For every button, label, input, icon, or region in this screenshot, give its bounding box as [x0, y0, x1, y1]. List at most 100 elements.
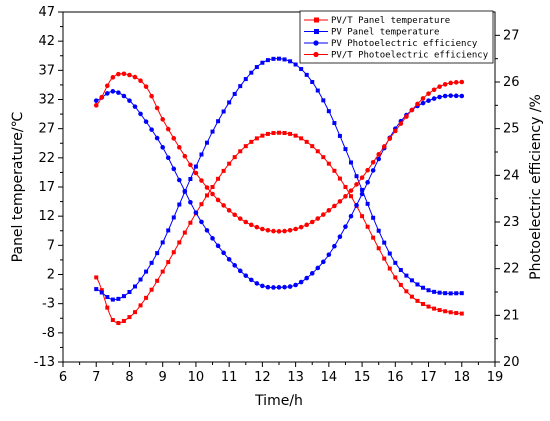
x-tick-label: 10: [188, 370, 205, 385]
data-point: [182, 188, 188, 194]
data-point: [127, 290, 132, 294]
data-point: [99, 94, 105, 100]
data-point: [110, 75, 116, 80]
data-point: [149, 287, 154, 292]
data-point: [260, 226, 265, 232]
data-point: [293, 282, 298, 288]
data-point: [448, 291, 453, 296]
data-point: [171, 136, 177, 141]
data-point: [93, 103, 99, 108]
data-point: [94, 275, 99, 280]
data-point: [310, 80, 315, 84]
data-point: [360, 214, 365, 219]
data-point: [166, 228, 171, 233]
data-point: [121, 93, 127, 99]
left-y-axis-title: Panel temperature/℃: [10, 112, 26, 263]
data-point: [431, 96, 437, 101]
left-y-tick-label: 42: [38, 34, 55, 49]
data-point: [99, 290, 104, 295]
data-point: [348, 188, 354, 193]
data-point: [459, 311, 464, 316]
data-point: [232, 212, 237, 218]
data-point: [415, 282, 420, 287]
data-point: [182, 153, 188, 159]
data-point: [432, 289, 437, 294]
data-point: [304, 72, 309, 77]
data-point: [160, 240, 165, 245]
data-point: [227, 161, 232, 166]
data-point: [426, 288, 431, 293]
data-point: [288, 59, 293, 64]
data-point: [127, 315, 132, 320]
x-tick-label: 19: [487, 370, 504, 385]
data-point: [271, 285, 276, 290]
data-point: [188, 199, 193, 205]
data-point: [149, 260, 154, 265]
data-point: [215, 197, 221, 203]
data-point: [337, 176, 342, 181]
data-point: [121, 294, 126, 299]
data-point: [393, 128, 398, 134]
data-point: [326, 252, 332, 257]
data-point: [321, 212, 326, 217]
legend-marker: [313, 51, 319, 58]
data-point: [459, 93, 465, 99]
right-y-axis-title: Photoelectric efficiency /%: [528, 94, 544, 280]
data-point: [204, 185, 210, 190]
data-point: [121, 71, 127, 77]
data-point: [205, 140, 209, 145]
data-point: [448, 93, 453, 98]
data-point: [254, 136, 259, 141]
x-tick-label: 18: [453, 370, 470, 385]
data-point: [260, 283, 265, 289]
data-point: [349, 160, 353, 165]
plot-area-border: [62, 11, 496, 363]
data-point: [238, 84, 243, 89]
left-y-tick-label: -8: [42, 326, 55, 341]
data-point: [204, 228, 210, 233]
data-point: [382, 256, 387, 261]
x-tick-label: 9: [159, 370, 167, 385]
data-point: [243, 219, 249, 225]
data-point: [116, 71, 121, 77]
data-point: [105, 305, 110, 310]
x-tick-label: 16: [387, 370, 404, 385]
data-point: [443, 291, 448, 296]
data-point: [216, 119, 221, 124]
right-y-axis-ticks: 20 21 22 23 24 25 26 27: [495, 28, 520, 370]
data-point: [287, 284, 293, 289]
left-y-tick-label: 2: [47, 268, 55, 283]
data-point: [437, 94, 442, 100]
data-point: [138, 277, 143, 282]
data-point: [326, 208, 332, 213]
x-tick-label: 17: [420, 370, 437, 385]
data-point: [265, 131, 270, 136]
data-point: [321, 259, 326, 265]
data-point: [110, 297, 115, 302]
x-axis-title: Time/h: [254, 393, 303, 409]
data-point: [249, 139, 254, 144]
left-y-tick-label: -3: [42, 297, 55, 312]
data-point: [387, 136, 393, 141]
data-point: [426, 98, 431, 103]
data-point: [249, 277, 254, 283]
data-point: [332, 243, 337, 249]
data-point: [110, 89, 116, 94]
legend: PV/T Panel temperature PV Panel temperatu…: [299, 10, 494, 64]
data-point: [398, 121, 404, 126]
data-point: [260, 60, 265, 65]
data-point: [315, 149, 320, 154]
data-point: [304, 139, 309, 144]
data-point: [387, 251, 392, 256]
data-point: [226, 208, 232, 213]
data-point: [143, 84, 149, 89]
data-point: [354, 202, 359, 208]
legend-marker: [313, 40, 319, 46]
data-point: [343, 185, 348, 189]
data-point: [409, 278, 414, 283]
x-tick-label: 14: [321, 370, 338, 385]
data-point: [116, 90, 121, 95]
data-point: [321, 98, 326, 103]
data-point: [337, 199, 343, 204]
data-point: [426, 304, 431, 309]
